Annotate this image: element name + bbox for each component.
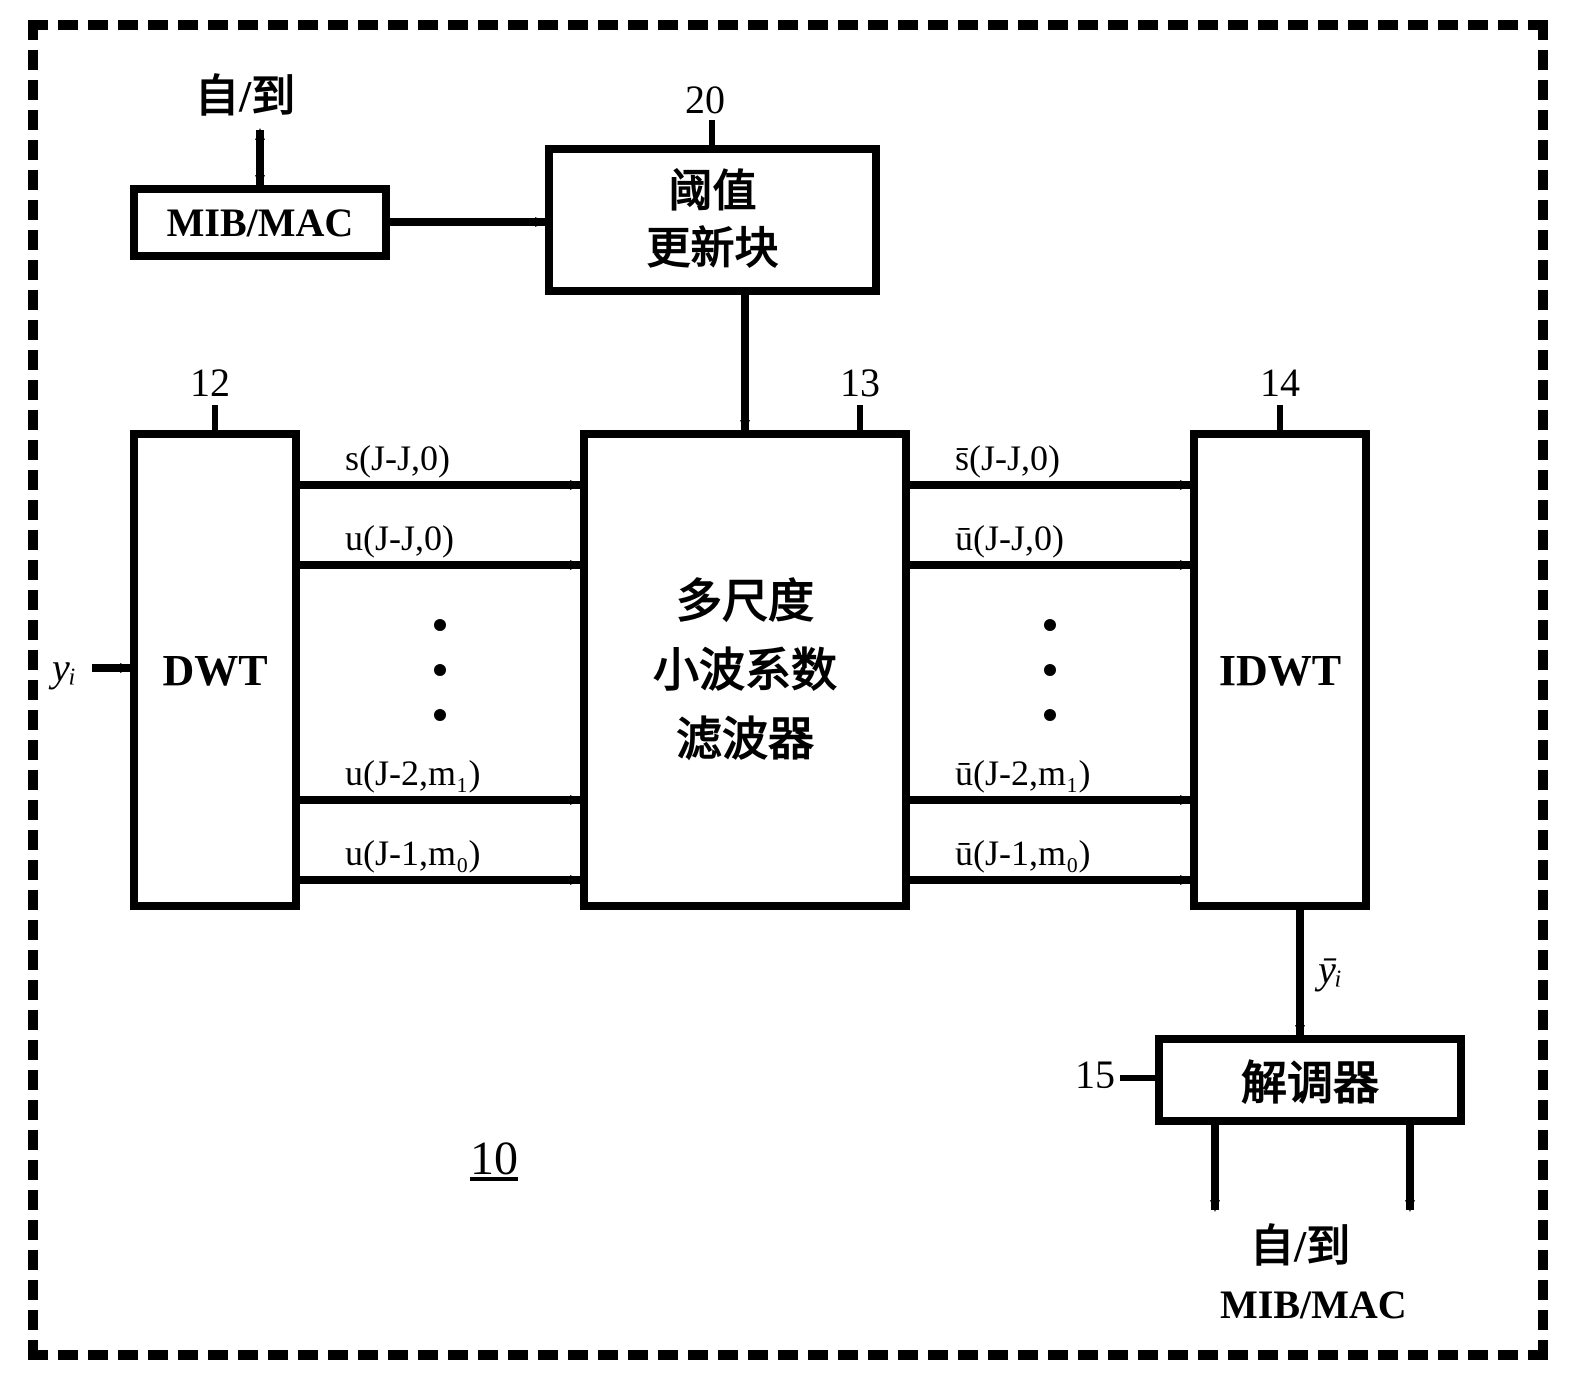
sig-right-1: ū(J-J,0) (955, 520, 1064, 556)
mib-mac-label: MIB/MAC (167, 199, 354, 246)
sig-left-0: s(J-J,0) (345, 440, 450, 476)
outer-id: 10 (470, 1135, 518, 1183)
filter-label-line3: 滤波器 (676, 705, 814, 774)
threshold-id: 20 (685, 80, 725, 120)
filter-label-line2: 小波系数 (653, 636, 837, 705)
diagram-canvas: MIB/MAC 自/到 阈值 更新块 20 DWT 12 多尺度 小波系数 滤波… (0, 0, 1581, 1388)
threshold-update-block: 阈值 更新块 (545, 145, 880, 295)
idwt-id: 14 (1260, 363, 1300, 403)
filter-label-line1: 多尺度 (676, 567, 814, 636)
mib-mac-block: MIB/MAC (130, 185, 390, 260)
sig-right-0: s̄(J-J,0) (955, 440, 1060, 476)
filter-block: 多尺度 小波系数 滤波器 (580, 430, 910, 910)
dwt-id: 12 (190, 363, 230, 403)
dwt-label: DWT (162, 645, 267, 696)
idwt-block: IDWT (1190, 430, 1370, 910)
sig-right-3: ū(J-1,m₀) (955, 835, 1091, 871)
demod-id: 15 (1075, 1055, 1115, 1095)
filter-id: 13 (840, 363, 880, 403)
output-label: ȳᵢ (1318, 950, 1342, 990)
top-from-to-label: 自/到 (195, 75, 295, 119)
bottom-from-to-label: 自/到 (1250, 1225, 1350, 1269)
demod-block: 解调器 (1155, 1035, 1465, 1125)
sig-left-1: u(J-J,0) (345, 520, 454, 556)
demod-label: 解调器 (1241, 1047, 1379, 1113)
threshold-label-line2: 更新块 (647, 220, 779, 277)
input-label: yᵢ (52, 648, 76, 688)
sig-right-2: ū(J-2,m₁) (955, 755, 1091, 791)
dwt-block: DWT (130, 430, 300, 910)
sig-left-3: u(J-1,m₀) (345, 835, 481, 871)
bottom-mib-mac-label: MIB/MAC (1220, 1285, 1407, 1325)
sig-left-2: u(J-2,m₁) (345, 755, 481, 791)
threshold-label-line1: 阈值 (669, 163, 757, 220)
idwt-label: IDWT (1219, 645, 1341, 696)
